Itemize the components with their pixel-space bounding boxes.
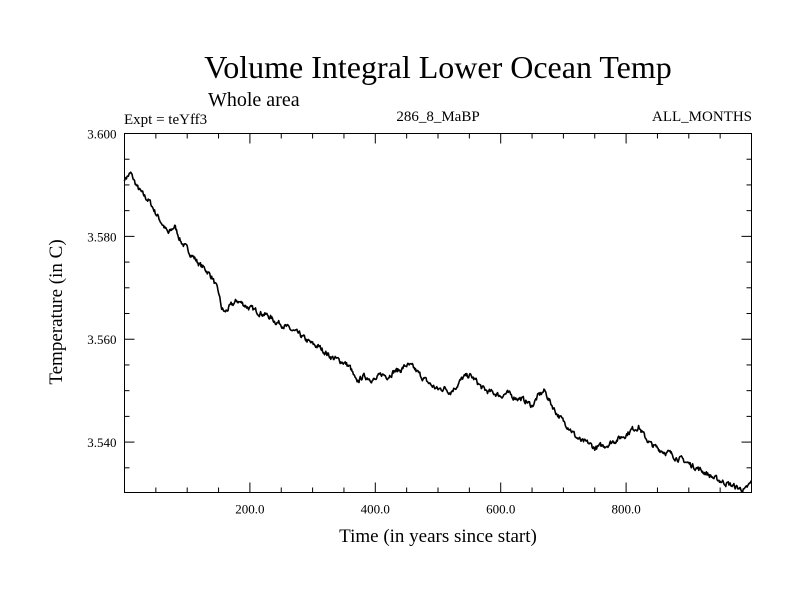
months-label: ALL_MONTHS	[652, 109, 752, 125]
x-tick-label: 200.0	[235, 502, 264, 517]
x-tick-label: 800.0	[611, 502, 640, 517]
temperature-series-line	[123, 171, 753, 493]
x-tick-label: 600.0	[486, 502, 515, 517]
chart-subtitle: Whole area	[208, 89, 300, 111]
run-label: 286_8_MaBP	[396, 109, 479, 125]
y-tick-label: 3.600	[87, 127, 116, 142]
x-tick-label: 400.0	[361, 502, 390, 517]
experiment-label: Expt = teYff3	[124, 112, 207, 128]
x-axis-label: Time (in years since start)	[339, 526, 537, 547]
plot-frame	[124, 133, 752, 493]
chart-title: Volume Integral Lower Ocean Temp	[204, 49, 672, 85]
y-axis-label: Temperature (in C)	[46, 239, 67, 384]
y-tick-label: 3.560	[87, 332, 116, 347]
y-tick-label: 3.540	[87, 435, 116, 450]
axis-ticks: 200.0 400.0 600.0 800.0 3.540 3.560 3.580 3.600	[87, 127, 752, 517]
y-tick-label: 3.580	[87, 229, 116, 244]
